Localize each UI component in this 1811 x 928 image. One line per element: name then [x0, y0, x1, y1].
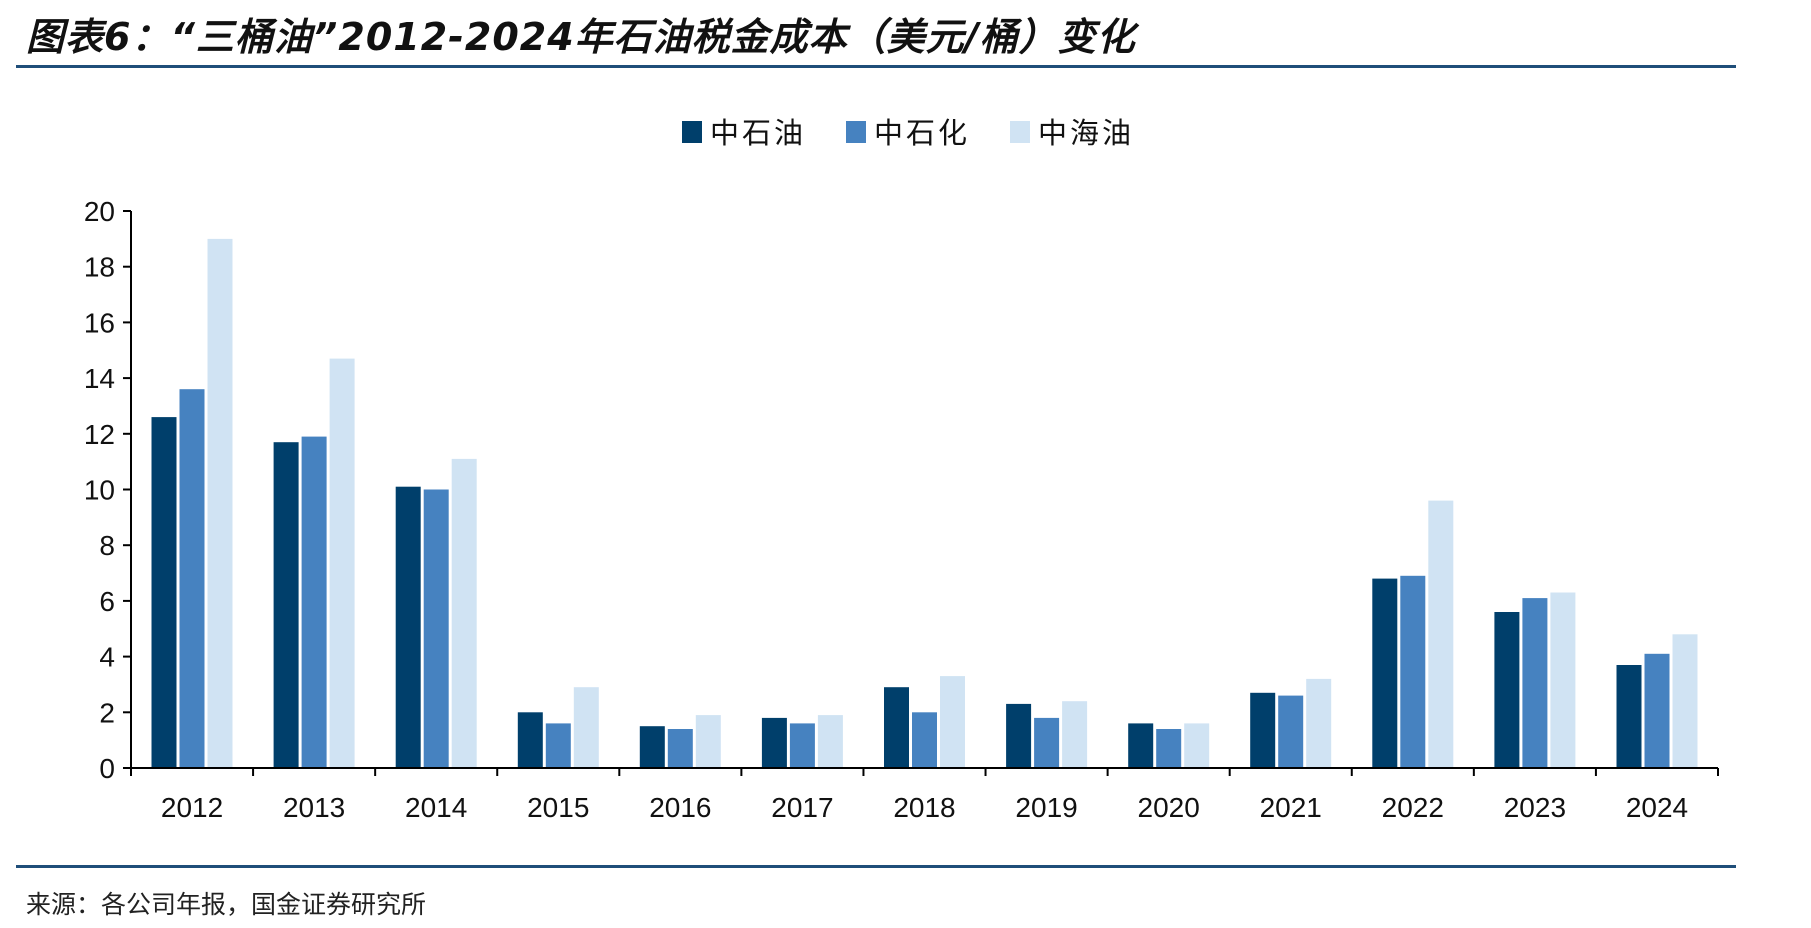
- bar-中海油-2020: [1184, 723, 1210, 768]
- x-tick-label-2019: 2019: [1015, 792, 1077, 823]
- x-tick-label-2021: 2021: [1260, 792, 1322, 823]
- legend-swatch-中海油: [1010, 121, 1030, 143]
- bar-中石化-2016: [667, 729, 693, 768]
- bar-中海油-2015: [573, 687, 599, 768]
- bar-中海油-2016: [695, 715, 721, 768]
- bar-中石油-2024: [1616, 665, 1642, 768]
- bar-中海油-2014: [451, 458, 477, 768]
- x-tick-label-2015: 2015: [527, 792, 589, 823]
- bar-中石化-2014: [423, 489, 449, 768]
- x-tick-label-2012: 2012: [161, 792, 223, 823]
- legend-label-中石油: 中石油: [710, 116, 806, 150]
- bar-中海油-2019: [1062, 701, 1088, 768]
- x-tick-label-2024: 2024: [1626, 792, 1688, 823]
- bar-中石化-2023: [1522, 598, 1548, 768]
- bar-中石化-2013: [301, 436, 327, 768]
- bar-中石化-2017: [789, 723, 815, 768]
- x-tick-label-2014: 2014: [405, 792, 467, 823]
- bar-中石化-2015: [545, 723, 571, 768]
- bar-中海油-2021: [1306, 678, 1332, 768]
- y-tick-label: 12: [84, 419, 115, 450]
- y-tick-label: 8: [99, 530, 115, 561]
- figure-title: 图表6：“三桶油”2012-2024年石油税金成本（美元/桶）变化: [26, 15, 1136, 59]
- bar-中石油-2019: [1006, 703, 1032, 768]
- x-tick-label-2013: 2013: [283, 792, 345, 823]
- y-tick-label: 4: [99, 642, 115, 673]
- bar-中石油-2015: [517, 712, 543, 768]
- bar-中石油-2023: [1494, 612, 1520, 768]
- x-tick-label-2017: 2017: [771, 792, 833, 823]
- bar-中海油-2023: [1550, 592, 1576, 768]
- bar-中石化-2012: [179, 389, 205, 768]
- x-tick-label-2016: 2016: [649, 792, 711, 823]
- bottom-divider: [16, 865, 1736, 868]
- bar-中石油-2012: [151, 417, 177, 768]
- bar-中海油-2024: [1672, 634, 1698, 768]
- y-tick-label: 14: [84, 363, 115, 394]
- x-tick-label-2023: 2023: [1504, 792, 1566, 823]
- y-tick-label: 20: [84, 196, 115, 227]
- bar-中石油-2022: [1372, 578, 1398, 768]
- bar-中石油-2018: [884, 687, 909, 768]
- legend-swatch-中石化: [846, 121, 866, 143]
- top-divider: [16, 65, 1736, 68]
- bar-中石化-2021: [1278, 695, 1304, 768]
- bar-中石化-2022: [1400, 575, 1426, 768]
- legend-swatch-中石油: [682, 121, 702, 143]
- bar-中石油-2021: [1250, 692, 1276, 768]
- bar-中石油-2020: [1128, 723, 1154, 768]
- bar-chart: 中石油 中石化 中海油 0 2 4 6 8 10 12 14 16 18 20 2012 2013 2014…: [84, 116, 1719, 823]
- chart-legend: 中石油 中石化 中海油: [682, 116, 1134, 150]
- y-tick-label: 6: [99, 586, 115, 617]
- bar-中石化-2020: [1156, 729, 1182, 768]
- bar-中海油-2017: [817, 715, 843, 768]
- legend-label-中海油: 中海油: [1038, 116, 1134, 150]
- y-tick-label: 0: [99, 753, 115, 784]
- x-axis: 2012 2013 2014 2015 2016 2017 2018 2019 2020 2021…: [130, 767, 1719, 823]
- bar-中石油-2013: [273, 442, 299, 768]
- bar-中石油-2017: [761, 717, 787, 768]
- bar-中海油-2012: [207, 238, 233, 768]
- source-note: 来源：各公司年报，国金证券研究所: [26, 890, 427, 919]
- y-tick-label: 18: [84, 252, 115, 283]
- x-tick-label-2018: 2018: [893, 792, 955, 823]
- legend-label-中石化: 中石化: [874, 116, 970, 150]
- bar-中海油-2013: [329, 358, 355, 768]
- y-tick-label: 2: [99, 697, 115, 728]
- bar-中石油-2016: [639, 726, 665, 768]
- y-tick-label: 16: [84, 307, 115, 338]
- chart-bars: [151, 238, 1698, 768]
- x-tick-label-2022: 2022: [1382, 792, 1444, 823]
- bar-中石化-2018: [912, 712, 937, 768]
- x-tick-label-2020: 2020: [1138, 792, 1200, 823]
- y-axis: 0 2 4 6 8 10 12 14 16 18 20: [84, 196, 132, 784]
- bar-中石油-2014: [395, 486, 421, 768]
- bar-中石化-2019: [1034, 717, 1060, 768]
- bar-中海油-2022: [1428, 500, 1454, 768]
- bar-中海油-2018: [940, 676, 965, 768]
- y-tick-label: 10: [84, 475, 115, 506]
- bar-中石化-2024: [1644, 653, 1670, 768]
